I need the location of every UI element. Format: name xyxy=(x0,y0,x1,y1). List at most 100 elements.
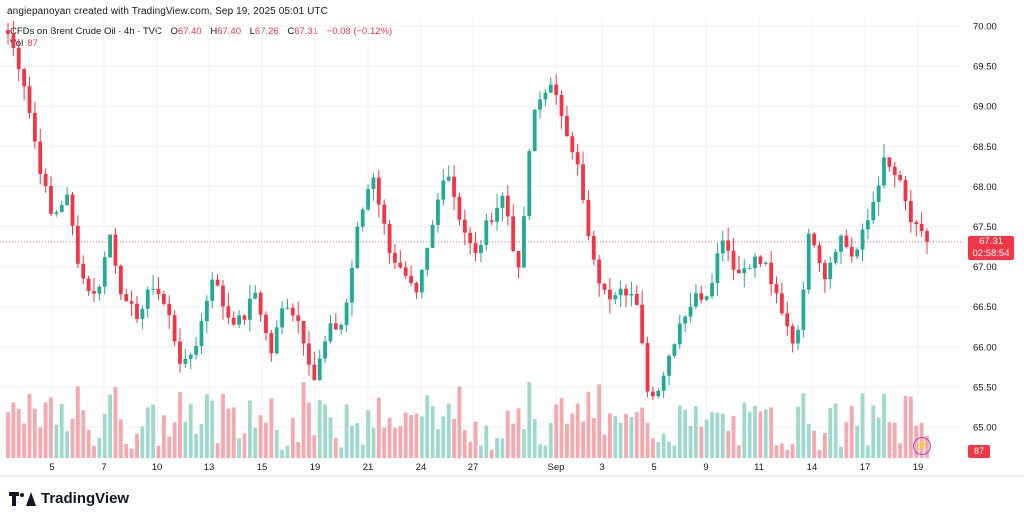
candle-body xyxy=(32,112,37,142)
volume-bar xyxy=(871,405,876,458)
volume-bar xyxy=(645,422,650,458)
candle-body xyxy=(699,293,704,300)
candle-body xyxy=(124,294,129,302)
volume-bar xyxy=(887,422,892,458)
candle-body xyxy=(43,173,48,186)
candle-body xyxy=(602,283,607,290)
volume-bar xyxy=(731,416,736,458)
candle-body xyxy=(264,314,268,334)
volume-bar xyxy=(806,424,811,458)
volume-bar xyxy=(32,408,37,458)
volume-bar xyxy=(779,443,784,458)
candle-body xyxy=(516,250,521,268)
time-tick-label: 19 xyxy=(913,462,924,473)
chart-attribution: angiepanoyan created with TradingView.co… xyxy=(7,6,328,17)
time-tick-label: 19 xyxy=(310,462,321,473)
volume-bar xyxy=(597,384,602,458)
candle-body xyxy=(280,308,284,328)
candle-body xyxy=(414,283,419,293)
candle-body xyxy=(672,344,677,356)
time-axis[interactable]: 5 7 10 13 15 19 21 24 27 Sep 3 5 9 11 14 17 19 xyxy=(49,462,923,473)
volume-bar xyxy=(839,446,843,458)
candle-body xyxy=(409,275,413,284)
candle-body xyxy=(624,288,628,296)
symbol-legend[interactable]: CFDs on Brent Crude Oil · 4h · TVC O67.4… xyxy=(10,26,392,37)
brand-name: TradingView xyxy=(41,490,130,507)
volume-bar xyxy=(849,405,854,458)
volume-bar xyxy=(532,419,537,458)
volume-bar xyxy=(661,433,666,458)
volume-bar xyxy=(624,413,628,458)
candle-body xyxy=(597,259,602,284)
symbol-name[interactable]: CFDs on Brent Crude Oil · 4h · TVC xyxy=(10,26,162,37)
candle-body xyxy=(188,354,193,359)
price-axis[interactable]: 70.00 69.50 69.00 68.50 68.00 67.50 67.00 66.50… xyxy=(973,22,997,434)
candle-body xyxy=(371,177,376,189)
candle-body xyxy=(812,233,817,246)
volume-bar xyxy=(6,412,10,458)
candles[interactable] xyxy=(6,20,929,400)
time-tick-label: 9 xyxy=(703,462,708,473)
candle-body xyxy=(554,84,559,95)
volume-bar xyxy=(763,409,768,458)
volume-bar xyxy=(70,418,75,458)
candle-body xyxy=(135,303,139,319)
candle-body xyxy=(645,343,650,392)
volume-bar xyxy=(591,418,596,458)
volume-bar xyxy=(339,447,344,458)
candle-body xyxy=(876,185,881,202)
candle-body xyxy=(452,176,456,197)
volume-bar xyxy=(468,441,473,458)
candle-body xyxy=(183,358,188,364)
volume-bar xyxy=(285,445,290,458)
candle-body xyxy=(855,249,860,257)
volume-bar xyxy=(828,408,833,458)
candle-body xyxy=(178,341,182,364)
volume-bars xyxy=(6,382,929,458)
volume-bar xyxy=(161,415,166,458)
candle-body xyxy=(290,307,295,316)
volume-bar xyxy=(403,412,408,458)
volume-bar xyxy=(414,413,419,458)
volume-bar xyxy=(167,436,172,458)
volume-bar xyxy=(710,412,714,458)
candle-body xyxy=(16,47,21,70)
candle-body xyxy=(59,205,64,213)
candle-body xyxy=(350,267,354,303)
candle-body xyxy=(97,286,102,294)
price-tick-label: 69.50 xyxy=(973,62,997,73)
volume-bar xyxy=(882,393,886,458)
volume-legend[interactable]: Vol 87 xyxy=(10,38,38,49)
candle-body xyxy=(779,293,784,314)
candle-body xyxy=(656,390,661,397)
time-tick-label: 17 xyxy=(860,462,871,473)
volume-bar xyxy=(672,445,677,458)
volume-bar xyxy=(333,438,338,458)
candle-body xyxy=(500,195,505,208)
candle-body xyxy=(710,283,714,297)
volume-bar xyxy=(366,410,370,458)
volume-bar xyxy=(398,426,403,458)
candle-body xyxy=(634,293,639,305)
volume-bar xyxy=(774,445,779,458)
candle-body xyxy=(430,224,435,248)
price-tick-label: 65.50 xyxy=(973,382,997,393)
candle-body xyxy=(27,86,32,113)
volume-bar xyxy=(382,427,387,458)
volume-bar xyxy=(844,422,849,458)
candle-body xyxy=(65,194,70,206)
tradingview-logo[interactable]: TradingView xyxy=(9,490,129,507)
volume-bar xyxy=(516,408,521,458)
volume-bar xyxy=(559,398,564,458)
volume-bar xyxy=(194,433,198,458)
lightning-icon[interactable]: ⚡ xyxy=(913,437,931,455)
candle-body xyxy=(393,252,397,263)
volume-bar xyxy=(430,406,435,458)
volume-bar xyxy=(129,448,134,458)
time-tick-label: 15 xyxy=(257,462,268,473)
volume-bar xyxy=(11,402,16,458)
volume-bar xyxy=(355,423,360,458)
volume-bar xyxy=(694,406,698,458)
candle-body xyxy=(145,289,150,309)
